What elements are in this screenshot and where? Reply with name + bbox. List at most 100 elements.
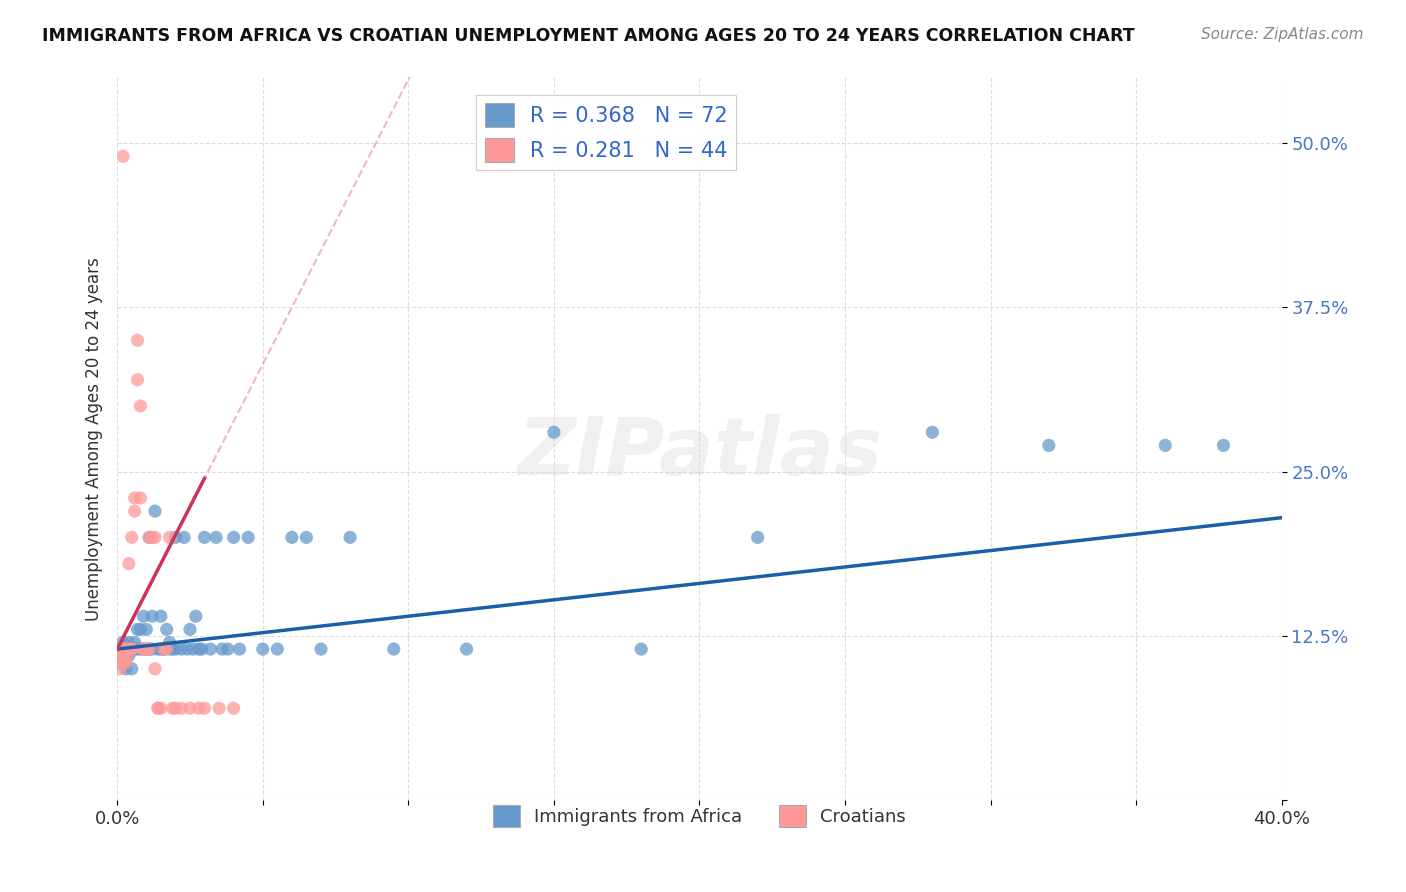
Point: [115, 642, 138, 657]
Point: [135, 642, 157, 657]
Point: [141, 642, 163, 657]
Point: [382, 642, 405, 657]
Point: [135, 623, 157, 637]
Point: [108, 642, 131, 657]
Point: [184, 609, 207, 624]
Point: [111, 655, 134, 669]
Point: [162, 701, 184, 715]
Point: [281, 530, 304, 544]
Point: [187, 642, 209, 657]
Point: [211, 642, 233, 657]
Y-axis label: Unemployment Among Ages 20 to 24 years: Unemployment Among Ages 20 to 24 years: [86, 257, 103, 621]
Point: [152, 642, 174, 657]
Point: [1154, 438, 1177, 452]
Point: [149, 642, 172, 657]
Point: [132, 642, 155, 657]
Point: [118, 635, 141, 649]
Point: [132, 609, 155, 624]
Point: [127, 333, 149, 347]
Point: [111, 648, 134, 663]
Point: [138, 642, 160, 657]
Point: [173, 530, 195, 544]
Point: [187, 701, 209, 715]
Point: [200, 642, 222, 657]
Point: [193, 530, 215, 544]
Point: [118, 648, 141, 663]
Point: [159, 635, 181, 649]
Point: [1038, 438, 1060, 452]
Point: [138, 642, 160, 657]
Point: [152, 642, 174, 657]
Point: [129, 642, 152, 657]
Point: [190, 642, 212, 657]
Point: [309, 642, 332, 657]
Point: [138, 530, 160, 544]
Point: [111, 635, 134, 649]
Point: [129, 623, 152, 637]
Legend: Immigrants from Africa, Croatians: Immigrants from Africa, Croatians: [485, 798, 914, 835]
Point: [111, 648, 134, 663]
Point: [135, 642, 157, 657]
Point: [295, 530, 318, 544]
Point: [181, 642, 204, 657]
Point: [921, 425, 943, 440]
Point: [124, 491, 146, 505]
Point: [179, 701, 201, 715]
Point: [118, 557, 141, 571]
Point: [165, 701, 187, 715]
Point: [111, 149, 134, 163]
Point: [141, 530, 163, 544]
Point: [121, 642, 143, 657]
Point: [170, 701, 193, 715]
Point: [127, 642, 149, 657]
Point: [165, 530, 187, 544]
Point: [543, 425, 565, 440]
Point: [170, 642, 193, 657]
Point: [222, 701, 245, 715]
Point: [193, 701, 215, 715]
Point: [228, 642, 250, 657]
Text: IMMIGRANTS FROM AFRICA VS CROATIAN UNEMPLOYMENT AMONG AGES 20 TO 24 YEARS CORREL: IMMIGRANTS FROM AFRICA VS CROATIAN UNEMP…: [42, 27, 1135, 45]
Point: [146, 701, 169, 715]
Point: [108, 648, 131, 663]
Point: [146, 642, 169, 657]
Point: [156, 642, 179, 657]
Point: [121, 642, 143, 657]
Point: [115, 662, 138, 676]
Point: [132, 642, 155, 657]
Point: [339, 530, 361, 544]
Point: [222, 530, 245, 544]
Point: [159, 530, 181, 544]
Point: [159, 642, 181, 657]
Point: [456, 642, 478, 657]
Point: [138, 530, 160, 544]
Point: [141, 609, 163, 624]
Point: [179, 623, 201, 637]
Point: [162, 642, 184, 657]
Point: [124, 504, 146, 518]
Point: [135, 642, 157, 657]
Point: [118, 642, 141, 657]
Point: [630, 642, 652, 657]
Point: [108, 655, 131, 669]
Point: [129, 491, 152, 505]
Text: Source: ZipAtlas.com: Source: ZipAtlas.com: [1201, 27, 1364, 42]
Point: [205, 530, 228, 544]
Point: [146, 701, 169, 715]
Point: [238, 530, 260, 544]
Point: [165, 642, 187, 657]
Point: [156, 623, 179, 637]
Point: [108, 648, 131, 663]
Text: ZIPatlas: ZIPatlas: [517, 414, 882, 492]
Point: [108, 642, 131, 657]
Point: [121, 642, 143, 657]
Point: [143, 504, 166, 518]
Point: [152, 642, 174, 657]
Point: [121, 642, 143, 657]
Point: [127, 623, 149, 637]
Point: [108, 662, 131, 676]
Point: [124, 642, 146, 657]
Point: [149, 609, 172, 624]
Point: [115, 655, 138, 669]
Point: [747, 530, 769, 544]
